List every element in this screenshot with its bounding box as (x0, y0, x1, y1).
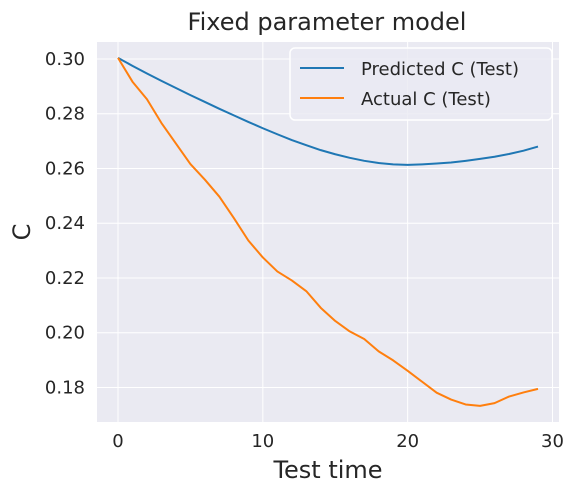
y-tick-label: 0.24 (45, 213, 85, 234)
chart-title: Fixed parameter model (188, 8, 467, 36)
x-tick-label: 30 (541, 431, 564, 452)
tick-labels: 0 10 20 30 0.18 0.20 0.22 0.24 0.26 0.28 0.30 (45, 49, 564, 452)
y-tick-label: 0.20 (45, 323, 85, 344)
x-tick-label: 0 (112, 431, 123, 452)
series-lines (117, 57, 539, 407)
y-tick-label: 0.18 (45, 378, 85, 399)
legend-box (289, 47, 553, 121)
legend-label-actual: Actual C (Test) (361, 89, 491, 110)
y-tick-label: 0.26 (45, 158, 85, 179)
legend: Predicted C (Test) Actual C (Test) (289, 47, 553, 121)
series-line-actual (117, 57, 539, 407)
y-tick-label: 0.28 (45, 104, 85, 125)
x-tick-label: 20 (396, 431, 419, 452)
y-tick-label: 0.30 (45, 49, 85, 70)
x-axis-label: Test time (272, 456, 382, 484)
y-tick-label: 0.22 (45, 268, 85, 289)
series-line-predicted (117, 57, 539, 166)
legend-label-predicted: Predicted C (Test) (361, 59, 519, 80)
y-axis-label: C (8, 224, 36, 241)
x-tick-label: 10 (251, 431, 274, 452)
